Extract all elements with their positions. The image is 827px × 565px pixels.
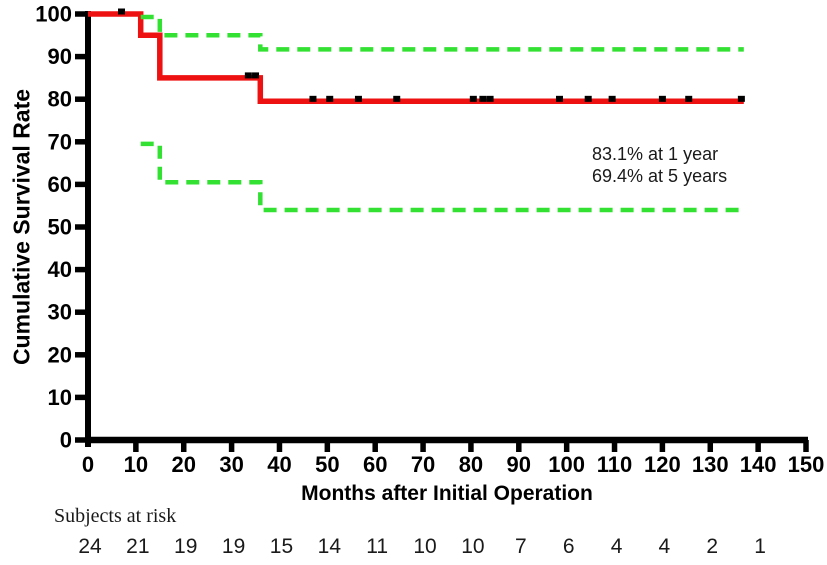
y-axis-title: Cumulative Survival Rate bbox=[8, 88, 35, 366]
x-tick-label: 100 bbox=[548, 452, 585, 477]
x-tick-label: 60 bbox=[363, 452, 387, 477]
censor-mark bbox=[486, 95, 494, 102]
risk-count: 14 bbox=[318, 535, 342, 558]
censor-mark bbox=[555, 95, 563, 102]
risk-count: 4 bbox=[659, 535, 671, 558]
censor-mark bbox=[393, 95, 401, 102]
x-tick-label: 40 bbox=[267, 452, 291, 477]
y-tick-label: 50 bbox=[48, 215, 72, 240]
risk-count: 19 bbox=[222, 535, 245, 558]
annotation-line-1: 83.1% at 1 year bbox=[592, 144, 719, 164]
y-tick-label: 90 bbox=[48, 44, 72, 69]
censor-mark bbox=[584, 95, 592, 102]
censor-mark bbox=[354, 95, 362, 102]
censor-mark bbox=[244, 72, 252, 79]
x-tick-label: 120 bbox=[644, 452, 681, 477]
y-tick-label: 70 bbox=[48, 129, 72, 154]
x-axis-title: Months after Initial Operation bbox=[301, 482, 593, 505]
annotation-line-2: 69.4% at 5 years bbox=[592, 166, 728, 186]
censor-mark bbox=[469, 95, 477, 102]
risk-count: 10 bbox=[413, 535, 436, 558]
x-tick-label: 50 bbox=[315, 452, 339, 477]
censor-mark bbox=[309, 95, 317, 102]
series-lower-95ci bbox=[140, 141, 744, 213]
x-tick-label: 30 bbox=[219, 452, 243, 477]
x-tick-label: 130 bbox=[692, 452, 729, 477]
censor-mark bbox=[326, 95, 334, 102]
survival-rate-annotation: 83.1% at 1 year 69.4% at 5 years bbox=[592, 143, 727, 187]
x-tick-label: 110 bbox=[597, 452, 633, 477]
y-tick-label: 0 bbox=[60, 428, 72, 453]
x-tick-label: 140 bbox=[740, 452, 777, 477]
risk-count: 6 bbox=[563, 535, 575, 558]
y-tick-label: 60 bbox=[48, 172, 72, 197]
risk-count: 2 bbox=[706, 535, 718, 558]
risk-count: 24 bbox=[78, 535, 102, 558]
x-tick-label: 20 bbox=[171, 452, 195, 477]
series-survival-estimate bbox=[88, 11, 744, 105]
risk-count: 21 bbox=[126, 535, 149, 558]
series-upper-95ci bbox=[140, 14, 744, 52]
censor-mark bbox=[685, 95, 693, 102]
x-tick-label: 90 bbox=[507, 452, 531, 477]
censor-mark bbox=[479, 95, 487, 102]
y-tick-label: 40 bbox=[48, 257, 72, 282]
censor-mark bbox=[608, 95, 616, 102]
x-tick-label: 150 bbox=[788, 452, 825, 477]
y-tick-label: 10 bbox=[48, 385, 72, 410]
risk-count: 19 bbox=[174, 535, 197, 558]
risk-count: 1 bbox=[754, 535, 766, 558]
x-tick-label: 70 bbox=[411, 452, 435, 477]
x-tick-label: 80 bbox=[459, 452, 483, 477]
censor-mark bbox=[118, 8, 126, 15]
x-tick-label: 0 bbox=[82, 452, 94, 477]
x-tick-label: 10 bbox=[124, 452, 148, 477]
censor-mark bbox=[737, 95, 745, 102]
y-tick-label: 80 bbox=[48, 87, 72, 112]
censor-mark bbox=[658, 95, 666, 102]
risk-count: 4 bbox=[611, 535, 623, 558]
y-tick-label: 20 bbox=[48, 342, 72, 367]
risk-count: 7 bbox=[515, 535, 527, 558]
y-tick-label: 100 bbox=[35, 2, 72, 27]
risk-count: 11 bbox=[366, 535, 388, 558]
censor-mark bbox=[252, 72, 260, 79]
y-tick-label: 30 bbox=[48, 300, 72, 325]
risk-count: 10 bbox=[461, 535, 484, 558]
subjects-at-risk-label: Subjects at risk bbox=[54, 505, 177, 527]
risk-count: 15 bbox=[270, 535, 293, 558]
